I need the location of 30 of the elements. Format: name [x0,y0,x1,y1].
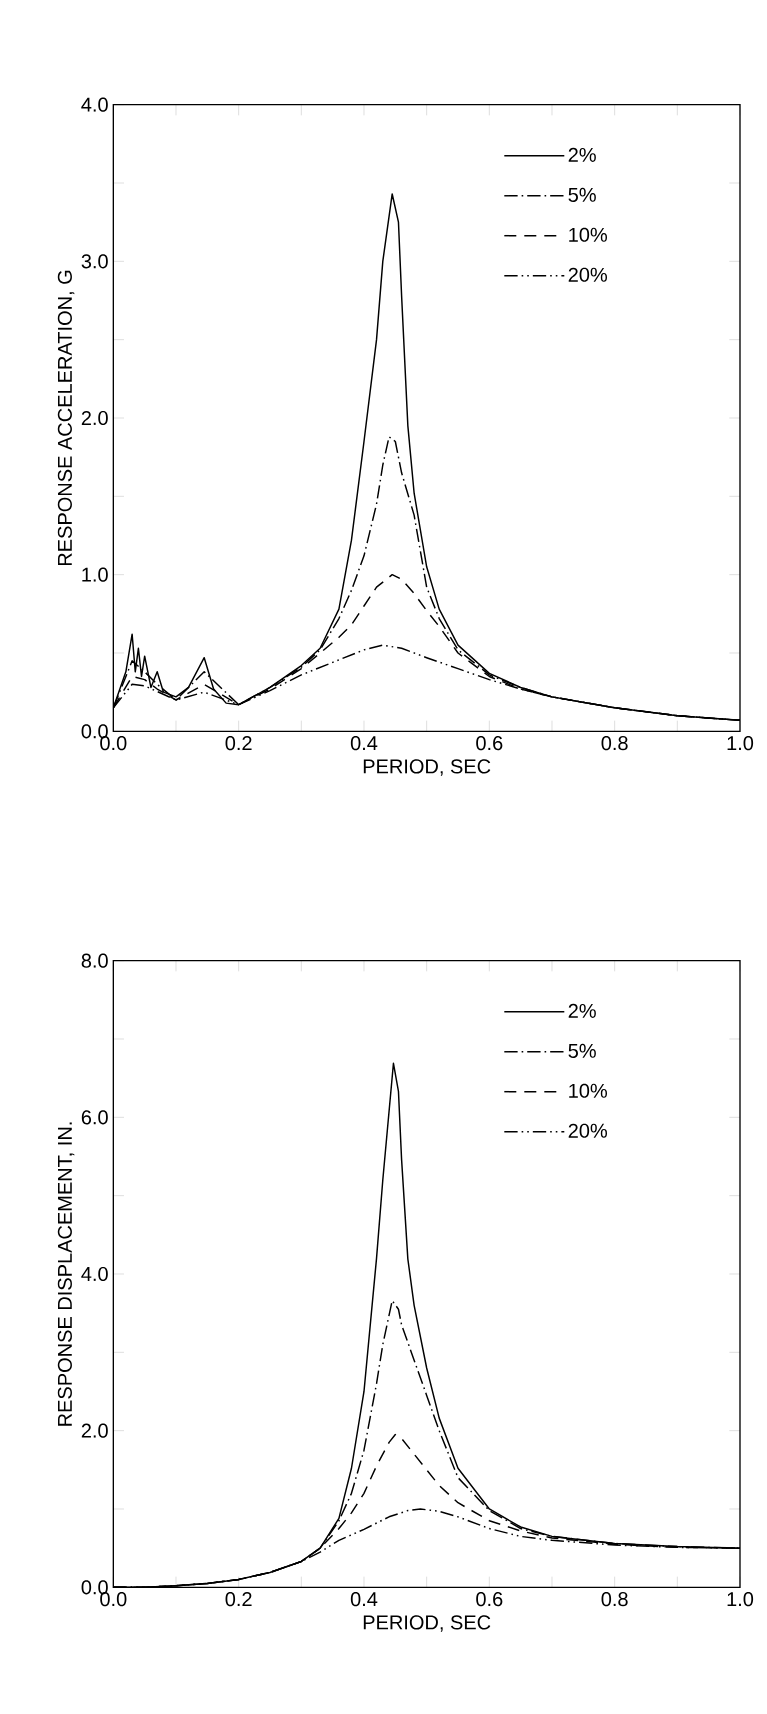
legend-label: 10% [569,227,607,242]
y-axis-title: RESPONSE ACCELERATION, G [57,270,75,566]
y-tick-label: 4.0 [81,1266,108,1282]
x-tick-label: 0.2 [225,1592,252,1607]
legend-label: 10% [569,1083,607,1098]
legend-label: 2% [568,1003,596,1018]
y-tick-label: 8.0 [81,953,108,968]
x-axis-title: PERIOD, SEC [363,759,491,776]
x-tick-label: 0.8 [601,736,628,751]
x-tick-label: 0.8 [601,1592,628,1607]
legend-label: 20% [568,1123,607,1138]
legend-label: 5% [568,187,596,202]
y-tick-label: 2.0 [81,410,108,426]
legend-label: 2% [568,147,596,162]
y-tick-label: 3.0 [81,254,108,269]
x-tick-label: 1.0 [727,1592,754,1607]
x-tick-label: 0.2 [225,736,252,751]
y-tick-label: 6.0 [81,1110,108,1125]
y-tick-label: 4.0 [81,97,108,112]
x-tick-label: 0.4 [350,736,378,751]
y-tick-label: 1.0 [82,567,108,582]
x-tick-label: 0.4 [350,1592,378,1607]
x-tick-label: 1.0 [727,736,754,751]
legend-label: 20% [568,267,607,282]
x-tick-label: 0.6 [476,736,503,751]
legend-label: 5% [568,1043,596,1058]
y-axis-title: RESPONSE DISPLACEMENT, IN. [57,1122,75,1426]
x-axis-title: PERIOD, SEC [363,1615,491,1632]
y-tick-label: 2.0 [81,1423,108,1438]
x-tick-label: 0.6 [476,1592,503,1607]
